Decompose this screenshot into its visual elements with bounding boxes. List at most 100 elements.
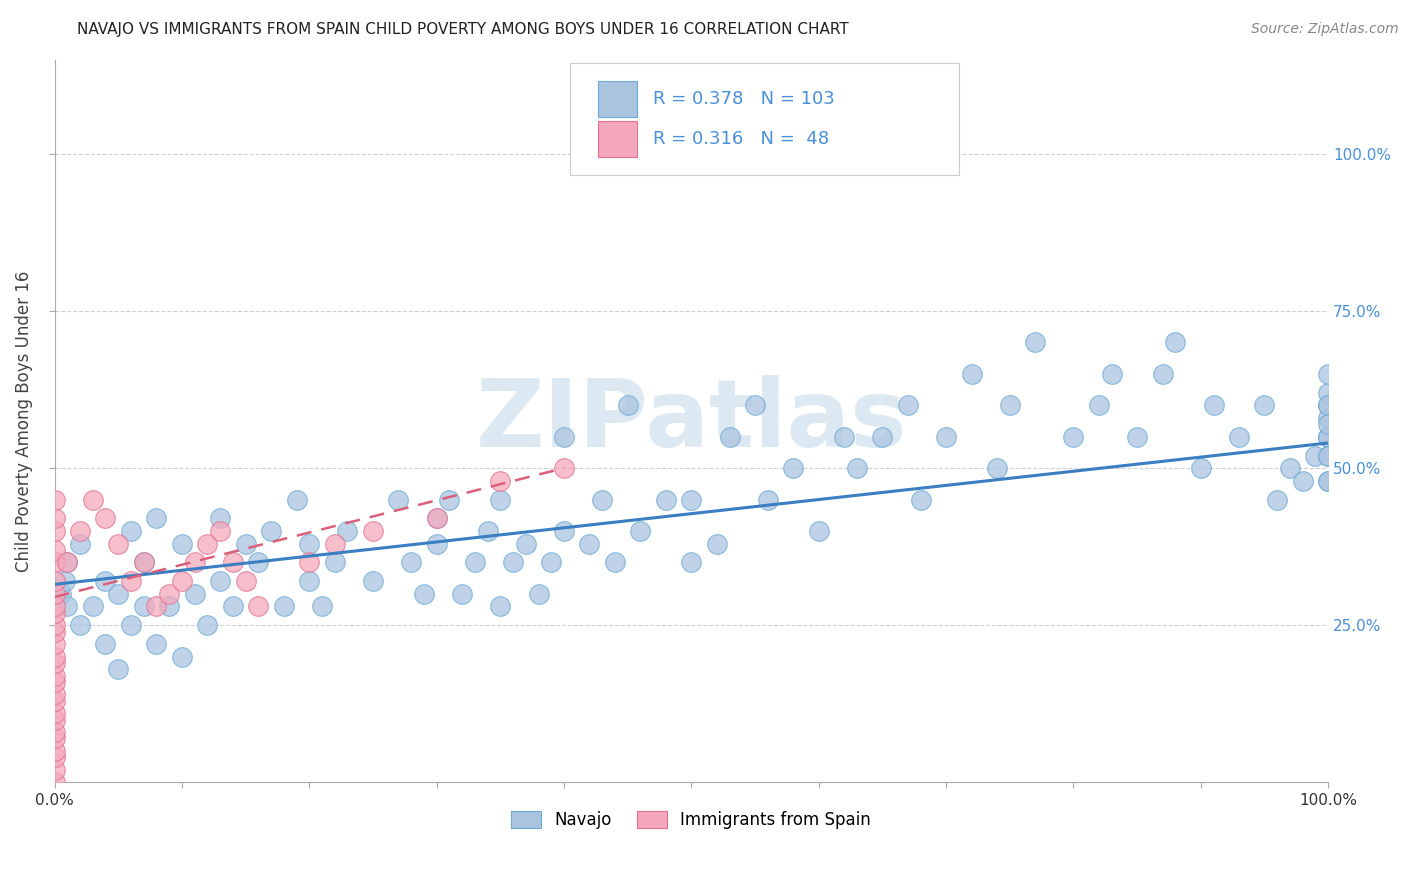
Point	[387, 492, 409, 507]
Point	[235, 574, 257, 589]
Point	[1317, 385, 1340, 400]
Point	[910, 492, 932, 507]
Point	[273, 599, 295, 614]
Point	[1292, 474, 1315, 488]
Point	[540, 555, 562, 569]
Point	[986, 461, 1008, 475]
Point	[323, 536, 346, 550]
Point	[44, 731, 66, 746]
Y-axis label: Child Poverty Among Boys Under 16: Child Poverty Among Boys Under 16	[15, 270, 32, 572]
Point	[998, 398, 1021, 412]
Point	[1126, 430, 1149, 444]
Point	[170, 649, 193, 664]
Point	[1164, 335, 1187, 350]
Point	[56, 599, 79, 614]
Point	[591, 492, 613, 507]
Point	[56, 555, 79, 569]
Point	[44, 775, 66, 789]
Point	[82, 492, 104, 507]
Point	[247, 599, 270, 614]
Point	[935, 430, 957, 444]
Point	[298, 555, 321, 569]
Point	[107, 587, 129, 601]
Point	[502, 555, 524, 569]
Point	[603, 555, 626, 569]
Point	[132, 555, 155, 569]
Point	[44, 624, 66, 639]
Point	[44, 744, 66, 758]
Point	[183, 555, 205, 569]
Point	[132, 599, 155, 614]
Point	[1152, 367, 1174, 381]
Point	[718, 430, 741, 444]
Point	[44, 606, 66, 620]
Point	[1317, 430, 1340, 444]
Point	[222, 555, 245, 569]
Point	[515, 536, 537, 550]
Bar	[599, 121, 637, 157]
Point	[298, 536, 321, 550]
Point	[132, 555, 155, 569]
Point	[489, 599, 512, 614]
Point	[298, 574, 321, 589]
Point	[285, 492, 308, 507]
Point	[44, 687, 66, 701]
Point	[44, 618, 66, 632]
Point	[183, 587, 205, 601]
Point	[1317, 398, 1340, 412]
Point	[44, 587, 66, 601]
Point	[451, 587, 474, 601]
Point	[1189, 461, 1212, 475]
Point	[578, 536, 600, 550]
Point	[82, 599, 104, 614]
Point	[744, 398, 766, 412]
Point	[44, 511, 66, 525]
Legend: Navajo, Immigrants from Spain: Navajo, Immigrants from Spain	[505, 804, 877, 836]
Point	[553, 461, 575, 475]
Point	[94, 574, 117, 589]
Point	[361, 574, 384, 589]
Point	[195, 536, 218, 550]
Point	[311, 599, 333, 614]
Point	[69, 536, 91, 550]
Point	[1317, 474, 1340, 488]
Point	[1227, 430, 1250, 444]
Point	[44, 668, 66, 682]
Point	[553, 524, 575, 538]
Text: R = 0.378   N = 103: R = 0.378 N = 103	[654, 90, 835, 108]
Point	[1317, 449, 1340, 463]
Point	[832, 430, 855, 444]
Text: NAVAJO VS IMMIGRANTS FROM SPAIN CHILD POVERTY AMONG BOYS UNDER 16 CORRELATION CH: NAVAJO VS IMMIGRANTS FROM SPAIN CHILD PO…	[77, 22, 849, 37]
Point	[1305, 449, 1327, 463]
Point	[56, 555, 79, 569]
Point	[1317, 367, 1340, 381]
Point	[782, 461, 804, 475]
Point	[807, 524, 830, 538]
Point	[323, 555, 346, 569]
Point	[336, 524, 359, 538]
Point	[120, 618, 142, 632]
Point	[681, 492, 703, 507]
Point	[94, 511, 117, 525]
Point	[628, 524, 651, 538]
Point	[145, 599, 167, 614]
Point	[439, 492, 461, 507]
Point	[960, 367, 983, 381]
Point	[44, 637, 66, 651]
Point	[53, 574, 76, 589]
Point	[1024, 335, 1046, 350]
Point	[1253, 398, 1275, 412]
Point	[553, 430, 575, 444]
Point	[69, 618, 91, 632]
Point	[361, 524, 384, 538]
Point	[209, 574, 232, 589]
Point	[44, 656, 66, 670]
Point	[527, 587, 550, 601]
Point	[1202, 398, 1225, 412]
Point	[44, 763, 66, 777]
Point	[1088, 398, 1111, 412]
Point	[157, 599, 180, 614]
Point	[489, 492, 512, 507]
Point	[170, 536, 193, 550]
Point	[616, 398, 638, 412]
